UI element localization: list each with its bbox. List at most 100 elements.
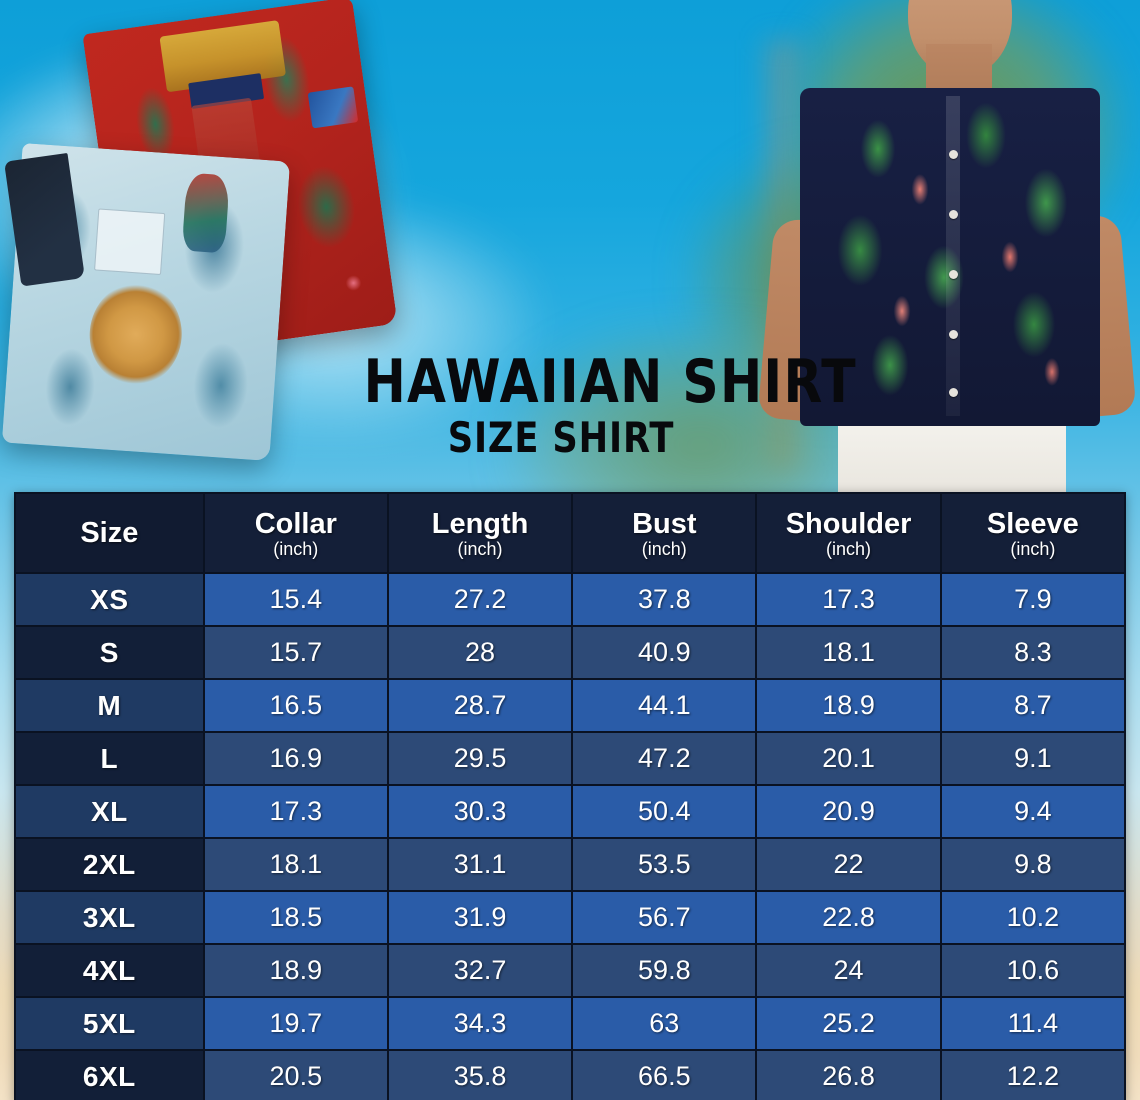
size-cell: L: [14, 731, 205, 786]
measurement-cell-shoulder: 24: [755, 943, 942, 998]
measurement-cell-collar: 20.5: [202, 1049, 389, 1100]
size-cell: S: [14, 625, 205, 680]
size-cell: XL: [14, 784, 205, 839]
measurement-cell-sleeve: 9.8: [939, 837, 1127, 892]
column-header-unit: (inch): [1010, 538, 1056, 559]
shirt-button: [949, 150, 958, 159]
measurement-cell-collar: 16.5: [202, 678, 389, 733]
measurement-cell-bust: 63: [571, 996, 758, 1051]
size-cell: M: [14, 678, 205, 733]
measurement-cell-shoulder: 20.1: [755, 731, 942, 786]
measurement-cell-sleeve: 12.2: [939, 1049, 1127, 1100]
table-header: Size Collar (inch) Length (inch) Bust (i…: [14, 492, 1127, 574]
measurement-cell-sleeve: 8.7: [939, 678, 1127, 733]
measurement-cell-shoulder: 25.2: [755, 996, 942, 1051]
measurement-cell-shoulder: 17.3: [755, 572, 942, 627]
measurement-cell-shoulder: 22.8: [755, 890, 942, 945]
column-header-collar: Collar (inch): [202, 492, 389, 574]
measurement-cell-bust: 53.5: [571, 837, 758, 892]
size-cell: 5XL: [14, 996, 205, 1051]
model-photo: [720, 0, 1140, 500]
shirt-button: [949, 388, 958, 397]
column-header-unit: (inch): [826, 538, 872, 559]
measurement-cell-length: 28: [386, 625, 574, 680]
shirt-button: [949, 330, 958, 339]
table-row: XS 15.4 27.2 37.8 17.3 7.9: [14, 572, 1127, 627]
measurement-cell-shoulder: 22: [755, 837, 942, 892]
column-header-unit: (inch): [641, 538, 687, 559]
measurement-cell-length: 35.8: [386, 1049, 574, 1100]
measurement-cell-sleeve: 9.1: [939, 731, 1127, 786]
measurement-cell-shoulder: 26.8: [755, 1049, 942, 1100]
measurement-cell-bust: 66.5: [571, 1049, 758, 1100]
column-header-label: Collar: [254, 507, 337, 540]
size-cell: 2XL: [14, 837, 205, 892]
table-row: 6XL 20.5 35.8 66.5 26.8 12.2: [14, 1049, 1127, 1100]
hibiscus-print: [86, 280, 185, 389]
table-row: 3XL 18.5 31.9 56.7 22.8 10.2: [14, 890, 1127, 945]
column-header-label: Bust: [632, 507, 697, 540]
measurement-cell-bust: 50.4: [571, 784, 758, 839]
headline-block: HAWAIIAN SHIRT SIZE SHIRT: [326, 347, 857, 462]
size-cell: 6XL: [14, 1049, 205, 1100]
size-cell: 4XL: [14, 943, 205, 998]
model-shorts: [838, 418, 1066, 500]
flamingo-hawaiian-shirt: [800, 88, 1100, 426]
measurement-cell-collar: 19.7: [202, 996, 389, 1051]
shirt-brand-tag: [307, 86, 359, 129]
measurement-cell-collar: 18.5: [202, 890, 389, 945]
table-row: 2XL 18.1 31.1 53.5 22 9.8: [14, 837, 1127, 892]
table-row: 5XL 19.7 34.3 63 25.2 11.4: [14, 996, 1127, 1051]
table-header-row: Size Collar (inch) Length (inch) Bust (i…: [14, 492, 1127, 574]
measurement-cell-sleeve: 10.6: [939, 943, 1127, 998]
measurement-cell-bust: 40.9: [571, 625, 758, 680]
size-chart-table-container: Size Collar (inch) Length (inch) Bust (i…: [14, 492, 1127, 1100]
column-header-length: Length (inch): [386, 492, 574, 574]
column-header-label: Size: [80, 517, 139, 549]
measurement-cell-shoulder: 18.9: [755, 678, 942, 733]
measurement-cell-collar: 15.4: [202, 572, 389, 627]
page-subtitle: SIZE SHIRT: [447, 413, 675, 462]
measurement-cell-shoulder: 20.9: [755, 784, 942, 839]
size-cell: XS: [14, 572, 205, 627]
measurement-cell-collar: 18.9: [202, 943, 389, 998]
measurement-cell-sleeve: 11.4: [939, 996, 1127, 1051]
measurement-cell-bust: 44.1: [571, 678, 758, 733]
table-row: XL 17.3 30.3 50.4 20.9 9.4: [14, 784, 1127, 839]
shirt-button: [949, 270, 958, 279]
measurement-cell-length: 31.1: [386, 837, 574, 892]
table-row: M 16.5 28.7 44.1 18.9 8.7: [14, 678, 1127, 733]
blue-hawaiian-shirt: [1, 143, 291, 461]
shirt-button: [949, 210, 958, 219]
shirt-placket: [946, 96, 960, 416]
size-cell: 3XL: [14, 890, 205, 945]
measurement-cell-length: 32.7: [386, 943, 574, 998]
measurement-cell-sleeve: 7.9: [939, 572, 1127, 627]
measurement-cell-collar: 15.7: [202, 625, 389, 680]
shirt-fold: [3, 152, 85, 287]
column-header-bust: Bust (inch): [571, 492, 758, 574]
measurement-cell-bust: 47.2: [571, 731, 758, 786]
column-header-size: Size: [14, 492, 205, 574]
measurement-cell-length: 29.5: [386, 731, 574, 786]
measurement-cell-collar: 17.3: [202, 784, 389, 839]
measurement-cell-length: 27.2: [386, 572, 574, 627]
column-header-label: Sleeve: [986, 507, 1079, 540]
parrot-print: [181, 172, 231, 254]
shirt-pocket: [94, 208, 165, 275]
column-header-shoulder: Shoulder (inch): [755, 492, 942, 574]
table-row: S 15.7 28 40.9 18.1 8.3: [14, 625, 1127, 680]
measurement-cell-length: 31.9: [386, 890, 574, 945]
size-chart-table: Size Collar (inch) Length (inch) Bust (i…: [14, 492, 1127, 1100]
column-header-label: Length: [431, 507, 529, 540]
measurement-cell-bust: 37.8: [571, 572, 758, 627]
measurement-cell-bust: 56.7: [571, 890, 758, 945]
measurement-cell-length: 34.3: [386, 996, 574, 1051]
column-header-unit: (inch): [273, 538, 319, 559]
page-title: HAWAIIAN SHIRT: [363, 347, 857, 417]
measurement-cell-sleeve: 8.3: [939, 625, 1127, 680]
column-header-unit: (inch): [457, 538, 503, 559]
measurement-cell-length: 30.3: [386, 784, 574, 839]
table-body: XS 15.4 27.2 37.8 17.3 7.9 S 15.7 28 40.9 18.1 8.3 M…: [14, 572, 1127, 1100]
